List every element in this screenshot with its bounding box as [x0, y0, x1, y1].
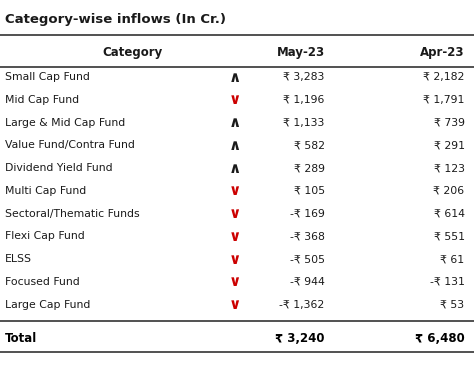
Text: Value Fund/Contra Fund: Value Fund/Contra Fund: [5, 140, 135, 150]
Text: ₹ 291: ₹ 291: [434, 140, 465, 150]
Text: ∨: ∨: [228, 275, 241, 289]
Text: ∨: ∨: [228, 229, 241, 244]
Text: Category-wise inflows (In Cr.): Category-wise inflows (In Cr.): [5, 13, 226, 26]
Text: ₹ 206: ₹ 206: [433, 186, 465, 196]
Text: ₹ 2,182: ₹ 2,182: [423, 72, 465, 82]
Text: May-23: May-23: [276, 46, 325, 59]
Text: Dividend Yield Fund: Dividend Yield Fund: [5, 163, 112, 173]
Text: Small Cap Fund: Small Cap Fund: [5, 72, 90, 82]
Text: ₹ 614: ₹ 614: [434, 208, 465, 219]
Text: ∧: ∧: [228, 70, 241, 84]
Text: -₹ 944: -₹ 944: [290, 277, 325, 287]
Text: ∨: ∨: [228, 252, 241, 266]
Text: ∧: ∧: [228, 138, 241, 153]
Text: Apr-23: Apr-23: [420, 46, 465, 59]
Text: ELSS: ELSS: [5, 254, 32, 264]
Text: Category: Category: [102, 46, 163, 59]
Text: ₹ 6,480: ₹ 6,480: [415, 332, 465, 345]
Text: ₹ 739: ₹ 739: [434, 117, 465, 128]
Text: ∨: ∨: [228, 184, 241, 198]
Text: ₹ 3,283: ₹ 3,283: [283, 72, 325, 82]
Text: Total: Total: [5, 332, 37, 345]
Text: ∨: ∨: [228, 92, 241, 107]
Text: ∨: ∨: [228, 206, 241, 221]
Text: Flexi Cap Fund: Flexi Cap Fund: [5, 231, 84, 241]
Text: ₹ 3,240: ₹ 3,240: [275, 332, 325, 345]
Text: ₹ 123: ₹ 123: [434, 163, 465, 173]
Text: ₹ 61: ₹ 61: [440, 254, 465, 264]
Text: -₹ 169: -₹ 169: [290, 208, 325, 219]
Text: Large & Mid Cap Fund: Large & Mid Cap Fund: [5, 117, 125, 128]
Text: ₹ 551: ₹ 551: [434, 231, 465, 241]
Text: Large Cap Fund: Large Cap Fund: [5, 299, 90, 310]
Text: ₹ 582: ₹ 582: [294, 140, 325, 150]
Text: ₹ 1,196: ₹ 1,196: [283, 95, 325, 105]
Text: ₹ 53: ₹ 53: [440, 299, 465, 310]
Text: ₹ 105: ₹ 105: [293, 186, 325, 196]
Text: Mid Cap Fund: Mid Cap Fund: [5, 95, 79, 105]
Text: ₹ 289: ₹ 289: [294, 163, 325, 173]
Text: -₹ 131: -₹ 131: [429, 277, 465, 287]
Text: ₹ 1,791: ₹ 1,791: [423, 95, 465, 105]
Text: -₹ 368: -₹ 368: [290, 231, 325, 241]
Text: ∧: ∧: [228, 161, 241, 175]
Text: Sectoral/Thematic Funds: Sectoral/Thematic Funds: [5, 208, 139, 219]
Text: ∧: ∧: [228, 115, 241, 130]
Text: Multi Cap Fund: Multi Cap Fund: [5, 186, 86, 196]
Text: Focused Fund: Focused Fund: [5, 277, 80, 287]
Text: ₹ 1,133: ₹ 1,133: [283, 117, 325, 128]
Text: -₹ 505: -₹ 505: [290, 254, 325, 264]
Text: -₹ 1,362: -₹ 1,362: [280, 299, 325, 310]
Text: ∨: ∨: [228, 297, 241, 312]
